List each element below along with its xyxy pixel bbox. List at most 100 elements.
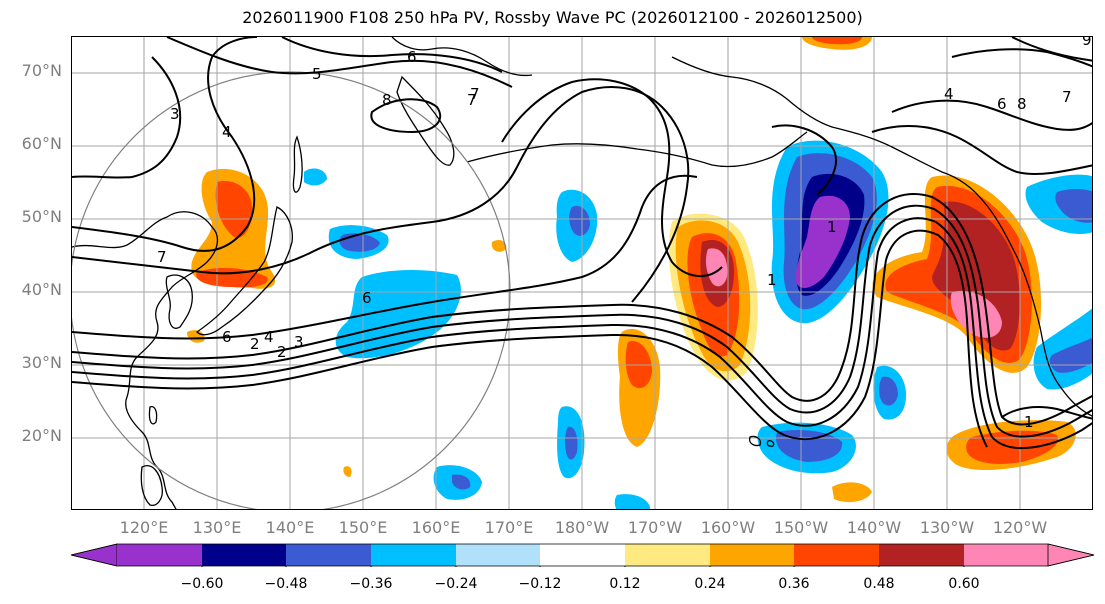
contour-label: 8 [1017, 95, 1027, 113]
contour-label: 6 [222, 328, 232, 346]
cool-anomaly-kamchatka [304, 168, 327, 186]
contour-closed-8 [370, 98, 442, 134]
cool-anomaly-california-inner [1049, 337, 1092, 373]
coastline-hawaii-1 [748, 435, 762, 447]
colorbar-extend-low [70, 543, 118, 567]
contour-label: 7 [157, 248, 167, 266]
warm-anomaly-central-pacific-peak [705, 248, 728, 287]
contour-ridge-1 [72, 37, 258, 252]
colorbar-tick-label: −0.36 [349, 576, 393, 592]
coastline-hawaii-2 [766, 440, 775, 447]
contour-jet-1 [72, 192, 1092, 426]
coastline-siberia-north [391, 37, 533, 77]
colorbar-tick-label: −0.48 [264, 576, 308, 592]
range-circle [72, 71, 511, 509]
lon-label-150e: 150°E [338, 518, 388, 537]
cool-anomaly-east-central-inner [879, 376, 898, 406]
contour-east-4 [1011, 37, 1092, 62]
lon-label-160w: 160°W [700, 518, 756, 537]
lon-label-130w: 130°W [919, 518, 975, 537]
lon-label-160e: 160°E [411, 518, 461, 537]
lon-label-140e: 140°E [265, 518, 315, 537]
contour-north-1 [72, 56, 182, 179]
contour-east-3 [951, 48, 1092, 68]
coastline-aleutians [466, 131, 808, 168]
contour-jet-2 [72, 204, 1092, 438]
contour-label: 9 [1082, 37, 1092, 49]
lat-lon-grid [72, 37, 1092, 509]
warm-anomaly-hawaii-south [832, 482, 872, 503]
colorbar-tick-label: −0.60 [180, 576, 224, 592]
pv-map: 6 5 8 7 3 4 7 6 2 3 6 2 4 1 1 1 7 4 6 8 … [72, 37, 1092, 509]
warm-anomaly-tiny-south [343, 466, 352, 477]
lat-label-60n: 60°N [21, 134, 62, 153]
warm-anomaly-japan-north-inner [215, 181, 253, 238]
contour-label: 3 [294, 333, 304, 351]
contour-label: 7 [1062, 88, 1072, 106]
colorbar-segment-11 [964, 544, 1048, 566]
contour-ridge-3 [501, 78, 723, 277]
contour-ridge-2 [72, 86, 690, 303]
colorbar-tick-label: −0.12 [518, 576, 562, 592]
contour-south-east [1001, 406, 1092, 420]
colorbar-segment-4 [371, 544, 456, 566]
contour-label: 4 [222, 123, 232, 141]
contour-label: 1 [1024, 413, 1034, 431]
lon-label-170w: 170°W [627, 518, 683, 537]
warm-anomaly-gulf-alaska-peak [950, 290, 1002, 338]
coastlines [72, 37, 1092, 509]
lat-label-40n: 40°N [21, 280, 62, 299]
cool-anomaly-dateline-inner [569, 206, 590, 236]
coastline-taiwan [148, 406, 158, 425]
colorbar-segment-3 [286, 544, 371, 566]
lon-label-120e: 120°E [119, 518, 169, 537]
cool-anomaly-south-west-inner [452, 474, 471, 490]
coastline-korea [165, 274, 193, 329]
lon-label-170e: 170°E [484, 518, 534, 537]
colorbar-tick-label: 0.12 [609, 576, 641, 592]
contour-jet-3 [72, 217, 1092, 450]
contour-label: 2 [277, 343, 287, 361]
pv-contours [72, 37, 1092, 450]
lat-label-20n: 20°N [21, 426, 62, 445]
colorbar-outline [70, 543, 1095, 567]
lon-label-140w: 140°W [846, 518, 902, 537]
contour-label: 4 [944, 85, 954, 103]
colorbar-segment-8 [710, 544, 794, 566]
contour-label: 3 [170, 105, 180, 123]
colorbar-tick-label: −0.24 [434, 576, 478, 592]
colorbar-segment-10 [879, 544, 964, 566]
coastline-japan [195, 206, 293, 336]
colorbar-ticks [201, 566, 965, 567]
cool-anomaly-subtropics-west-inner [564, 426, 578, 460]
contour-east-1 [871, 124, 1092, 175]
coastline-kamchatka [396, 75, 455, 166]
colorbar-tick-label: 0.36 [778, 576, 810, 592]
lon-label-130e: 130°E [192, 518, 242, 537]
colorbar-segment-2 [202, 544, 286, 566]
colorbar-segment-7 [625, 544, 710, 566]
contour-east-2 [891, 99, 1092, 131]
contour-label: 6 [997, 95, 1007, 113]
colorbar-segment-1 [117, 544, 202, 566]
lon-label-120w: 120°W [992, 518, 1048, 537]
coastline-philippines [140, 465, 163, 506]
cool-anomaly-south-central [614, 494, 650, 509]
contour-label: 5 [312, 65, 322, 83]
warm-anomaly-small-west [491, 239, 507, 252]
colorbar-segment-6 [540, 544, 625, 566]
contour-north-2 [166, 37, 513, 88]
cool-anomaly-canada-inner [1055, 189, 1092, 223]
contour-jet-4 [72, 229, 988, 448]
colorbar [70, 543, 1095, 567]
map-title: 2026011900 F108 250 hPa PV, Rossby Wave … [242, 8, 863, 27]
colorbar-tick-label: 0.48 [863, 576, 895, 592]
contour-label: 8 [382, 91, 392, 109]
lon-label-180w: 180°W [554, 518, 610, 537]
lat-label-70n: 70°N [21, 61, 62, 80]
coastline-sakhalin [292, 135, 303, 193]
contour-label: 4 [264, 328, 274, 346]
lat-label-30n: 30°N [21, 353, 62, 372]
lat-label-50n: 50°N [21, 207, 62, 226]
contour-jet-5 [72, 174, 698, 340]
